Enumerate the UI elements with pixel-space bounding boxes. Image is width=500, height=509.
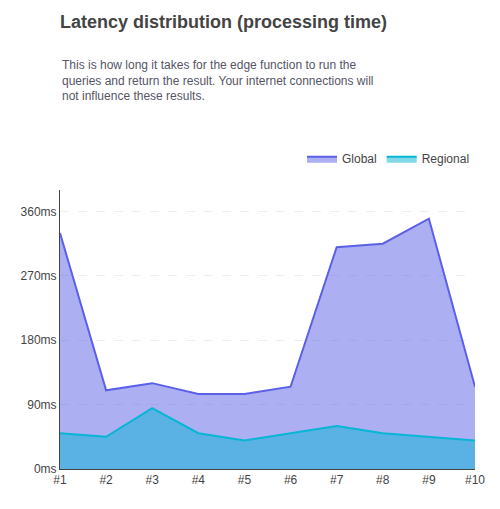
svg-text:#4: #4 (192, 473, 206, 487)
svg-text:#6: #6 (284, 473, 298, 487)
svg-text:90ms: 90ms (27, 398, 56, 412)
svg-text:#7: #7 (330, 473, 344, 487)
svg-text:#2: #2 (99, 473, 113, 487)
svg-text:0ms: 0ms (34, 462, 57, 476)
svg-text:#9: #9 (422, 473, 436, 487)
svg-text:Regional: Regional (422, 152, 469, 166)
svg-text:#10: #10 (465, 473, 485, 487)
svg-text:#5: #5 (238, 473, 252, 487)
svg-text:Global: Global (342, 152, 377, 166)
svg-text:#8: #8 (376, 473, 390, 487)
svg-text:270ms: 270ms (21, 269, 57, 283)
svg-text:Latency distribution (processi: Latency distribution (processing time) (60, 12, 387, 32)
svg-text:#3: #3 (146, 473, 160, 487)
svg-text:This is how long it takes for: This is how long it takes for the edge f… (62, 58, 374, 103)
svg-text:180ms: 180ms (21, 333, 57, 347)
svg-text:#1: #1 (53, 473, 67, 487)
svg-text:360ms: 360ms (21, 205, 57, 219)
